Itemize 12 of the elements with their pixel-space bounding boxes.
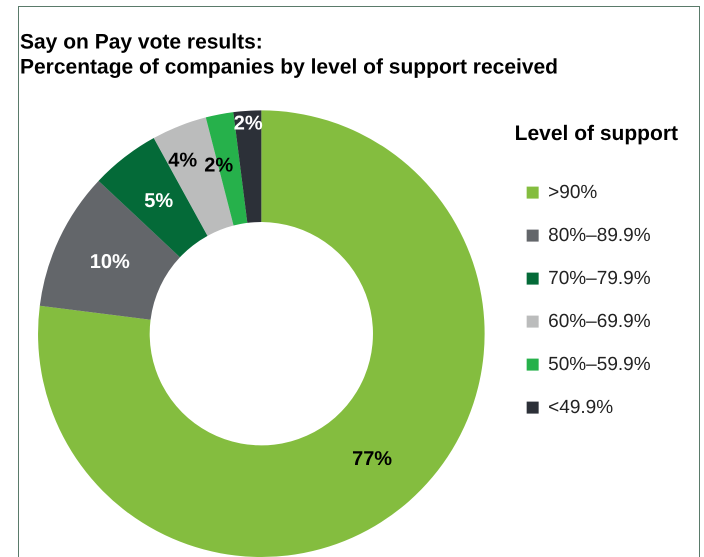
- legend-title: Level of support: [514, 122, 678, 146]
- data-label: 5%: [144, 190, 174, 212]
- chart-title: Say on Pay vote results: Percentage of companies by level of support received: [20, 30, 558, 79]
- data-label: 77%: [352, 448, 392, 470]
- legend-label: 50%–59.9%: [548, 354, 651, 375]
- legend-label: 70%–79.9%: [548, 268, 651, 289]
- legend-label: >90%: [548, 182, 598, 203]
- legend-label: <49.9%: [548, 396, 614, 418]
- legend-label: 60%–69.9%: [548, 310, 651, 332]
- data-label: 10%: [90, 250, 130, 273]
- data-label: 4%: [168, 149, 198, 172]
- legend-label: 80%–89.9%: [548, 224, 651, 246]
